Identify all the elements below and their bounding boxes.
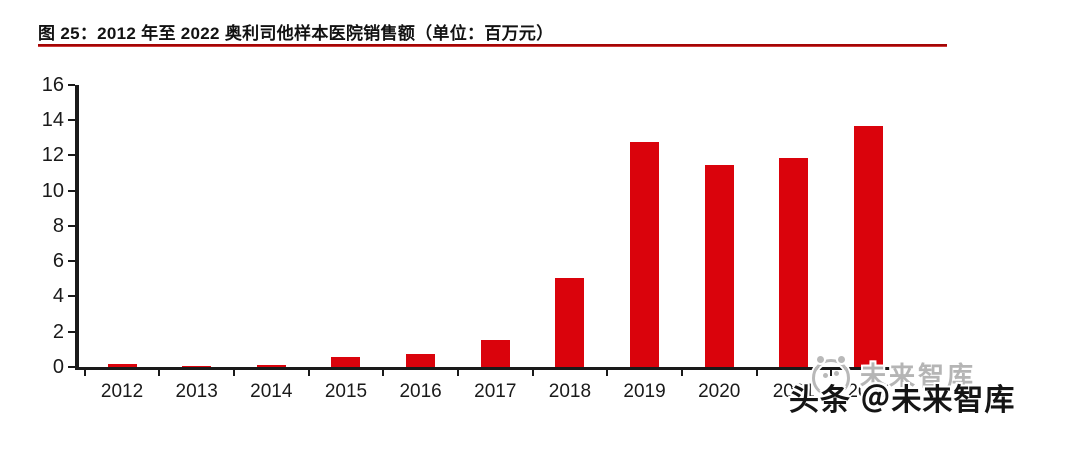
bar-2019	[630, 142, 660, 368]
bar-2013	[182, 365, 212, 368]
bar-2017	[480, 339, 510, 368]
watermark-gray-text: 未来智库	[860, 361, 977, 391]
bar-2015	[331, 356, 361, 368]
x-axis-label-2018: 2018	[548, 381, 592, 402]
y-axis-tick	[68, 154, 75, 157]
x-axis-tick	[531, 370, 534, 376]
y-axis-tick	[68, 260, 75, 263]
x-axis-tick	[680, 370, 683, 376]
y-axis-tick	[68, 119, 75, 122]
x-axis-label-2021: 2021	[772, 381, 816, 402]
bar-2022	[854, 126, 884, 368]
y-axis-tick-label: 16	[41, 73, 64, 96]
x-axis-line	[75, 367, 907, 370]
x-axis-tick	[382, 370, 385, 376]
bar-2014	[256, 365, 286, 368]
bar-2012	[107, 364, 137, 368]
x-axis-tick	[307, 370, 310, 376]
x-axis-label-2012: 2012	[100, 381, 144, 402]
bar-2016	[406, 353, 436, 368]
x-axis-tick	[904, 370, 907, 376]
x-axis-label-2022: 2022	[847, 381, 890, 402]
x-axis-tick	[606, 370, 609, 376]
x-axis-label-2020: 2020	[698, 381, 741, 402]
x-axis-tick	[456, 370, 459, 376]
x-axis-label-2017: 2017	[474, 381, 517, 402]
title-underline	[38, 44, 947, 47]
y-axis-tick-label: 4	[52, 285, 64, 308]
y-axis-tick	[68, 224, 75, 227]
x-axis-tick	[233, 370, 235, 376]
bar-2020	[704, 165, 734, 368]
x-axis-label-2015: 2015	[324, 381, 368, 402]
x-axis-tick	[755, 370, 758, 376]
logo-eye-left	[823, 373, 828, 378]
y-axis-tick-label: 6	[52, 250, 64, 273]
y-axis-tick	[68, 295, 75, 298]
y-axis-tick-label: 14	[41, 109, 64, 132]
x-axis-label-2014: 2014	[250, 381, 293, 402]
watermark-black-text: 头条 ＠未来智库	[789, 384, 1016, 417]
watermark-logo-icon	[812, 356, 850, 397]
figure-title: 图 25：2012 年至 2022 奥利司他样本医院销售额（单位：百万元）	[38, 24, 554, 43]
x-axis-tick	[83, 370, 86, 376]
bar-2018	[555, 278, 585, 368]
x-axis-label-2019: 2019	[623, 381, 666, 402]
y-axis-tick	[68, 330, 75, 333]
y-axis-tick-label: 2	[52, 320, 64, 343]
x-axis-tick	[158, 370, 161, 376]
y-axis-tick-label: 10	[41, 179, 64, 202]
y-axis-tick	[68, 83, 75, 86]
logo-eye-right	[834, 371, 839, 376]
y-axis-tick-label: 12	[41, 144, 64, 167]
x-axis-label-2016: 2016	[399, 381, 442, 402]
y-axis-line	[75, 85, 79, 370]
y-axis-tick	[68, 366, 75, 368]
x-axis-label-2013: 2013	[175, 381, 218, 402]
y-axis-tick	[68, 189, 75, 192]
y-axis-tick-label: 0	[52, 356, 64, 378]
bar-2021	[779, 158, 809, 368]
y-axis-tick-label: 8	[52, 214, 64, 237]
